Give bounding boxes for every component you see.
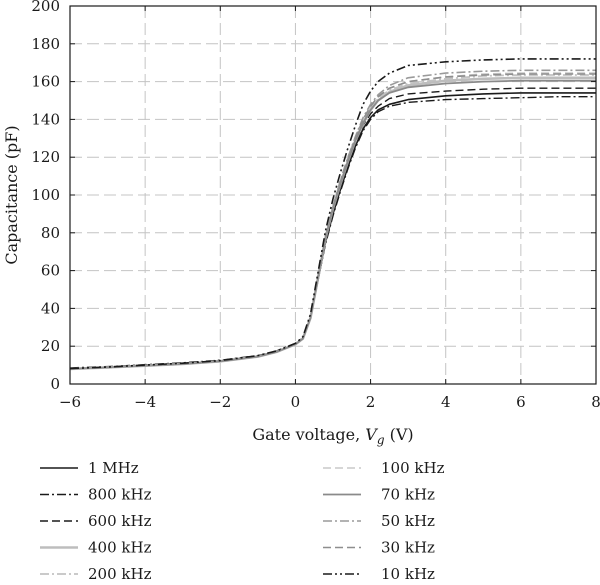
legend-label: 600 kHz [88, 512, 152, 530]
y-tick-label: 180 [31, 35, 60, 53]
x-tick-label: −2 [209, 393, 231, 411]
series-line-400-khz [69, 76, 596, 371]
series-line-30-khz [69, 73, 596, 370]
series-line-50-khz [69, 69, 596, 370]
tick-marks [69, 5, 597, 385]
y-tick-label: 160 [31, 73, 60, 91]
y-tick-label: 40 [41, 299, 60, 317]
x-tick-label: −4 [134, 393, 156, 411]
grid [70, 6, 596, 384]
y-tick-label: 80 [41, 224, 60, 242]
legend-label: 800 kHz [88, 486, 152, 504]
legend-label: 100 kHz [381, 459, 445, 477]
legend-label: 200 kHz [88, 565, 152, 583]
series-line-10-khz [69, 58, 596, 370]
x-tick-label: 6 [516, 393, 526, 411]
legend-label: 1 MHz [88, 459, 139, 477]
legend-label: 30 kHz [381, 539, 435, 557]
legend-label: 50 kHz [381, 512, 435, 530]
legend-label: 400 kHz [88, 539, 152, 557]
x-tick-label: 0 [291, 393, 301, 411]
y-tick-labels: 0 20 40 60 80 100 120 140 160 180 200 [31, 0, 60, 393]
y-tick-label: 100 [31, 186, 60, 204]
x-tick-label: −6 [59, 393, 81, 411]
y-tick-label: 20 [41, 337, 60, 355]
legend: 1 MHz 800 kHz 600 kHz 400 kHz 200 kHz 100 kHz… [40, 459, 445, 583]
x-tick-label: 2 [366, 393, 376, 411]
y-tick-label: 140 [31, 110, 60, 128]
x-tick-label: 4 [441, 393, 451, 411]
y-tick-label: 200 [31, 0, 60, 15]
y-axis-label: Capacitance (pF) [2, 125, 21, 264]
x-tick-label: 8 [591, 393, 600, 411]
series-line-70-khz [69, 79, 596, 370]
y-tick-label: 0 [50, 375, 60, 393]
series-lines [69, 58, 596, 371]
legend-label: 10 kHz [381, 565, 435, 583]
legend-label: 70 kHz [381, 486, 435, 504]
series-line-600-khz [69, 87, 596, 369]
y-tick-label: 60 [41, 262, 60, 280]
y-tick-label: 120 [31, 148, 60, 166]
series-line-1-mhz [69, 92, 596, 370]
x-tick-labels: −6 −4 −2 0 2 4 6 8 [59, 393, 600, 411]
x-axis-label: Gate voltage, Vg (V) [252, 425, 413, 447]
series-line-100-khz [69, 72, 596, 370]
